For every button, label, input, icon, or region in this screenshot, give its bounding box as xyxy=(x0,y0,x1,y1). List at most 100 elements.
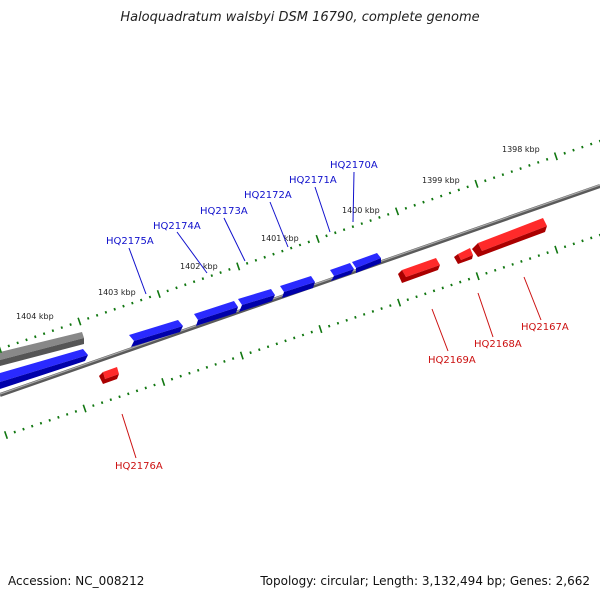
accession-text: Accession: NC_008212 xyxy=(8,574,145,588)
minor-tick xyxy=(266,345,270,349)
minor-tick xyxy=(441,286,444,290)
minor-tick xyxy=(210,274,214,278)
minor-tick xyxy=(325,234,328,238)
minor-tick xyxy=(546,251,549,255)
minor-tick xyxy=(510,170,514,174)
major-tick xyxy=(236,262,241,271)
minor-tick xyxy=(153,383,156,387)
leader-hq2168a xyxy=(477,292,494,338)
major-tick xyxy=(474,179,479,188)
forward-gene-hq2172a[interactable] xyxy=(280,276,315,298)
minor-tick xyxy=(170,377,174,381)
minor-tick xyxy=(589,142,593,146)
scale-label-1400: 1400 kbp xyxy=(342,206,380,215)
label-hq2168a: HQ2168A xyxy=(474,339,522,350)
minor-tick xyxy=(298,243,302,247)
minor-tick xyxy=(34,335,37,339)
leader-hq2176a xyxy=(121,413,137,459)
scale-label-1402: 1402 kbp xyxy=(180,262,218,271)
minor-tick xyxy=(275,342,279,346)
forward-gene-hq2174a[interactable] xyxy=(194,301,238,326)
minor-tick xyxy=(57,415,60,419)
scale-label-1404: 1404 kbp xyxy=(16,312,54,321)
leader-hq2174a xyxy=(176,231,208,274)
minor-tick xyxy=(406,298,410,302)
minor-tick xyxy=(100,401,104,405)
minor-tick xyxy=(95,313,99,317)
label-hq2173a: HQ2173A xyxy=(200,206,248,217)
minor-tick xyxy=(69,323,72,326)
minor-tick xyxy=(184,283,187,287)
minor-tick xyxy=(214,363,217,366)
label-hq2167a: HQ2167A xyxy=(521,322,569,333)
minor-tick xyxy=(254,258,258,262)
minor-tick xyxy=(450,283,453,287)
minor-tick xyxy=(272,252,275,256)
minor-tick xyxy=(528,164,531,167)
minor-tick xyxy=(201,277,205,281)
major-tick xyxy=(475,272,480,281)
scale-label-1403: 1403 kbp xyxy=(98,288,136,297)
forward-gene-hq2176-region[interactable] xyxy=(0,349,88,389)
minor-tick xyxy=(139,298,143,302)
minor-tick xyxy=(413,203,416,207)
reverse-gene-hq2176a[interactable] xyxy=(99,367,119,384)
forward-gene-hq2175a[interactable] xyxy=(129,320,183,347)
minor-tick xyxy=(493,268,497,272)
minor-tick xyxy=(281,249,284,253)
reverse-gene-hq2167a[interactable] xyxy=(472,218,547,257)
minor-tick xyxy=(127,392,130,396)
reverse-gene-hq2169a[interactable] xyxy=(398,258,440,283)
minor-tick xyxy=(536,160,540,164)
minor-tick xyxy=(179,374,182,378)
minor-tick xyxy=(39,421,43,425)
minor-tick xyxy=(92,404,95,407)
minor-tick xyxy=(205,365,209,369)
minor-tick xyxy=(293,336,296,340)
minor-tick xyxy=(545,157,549,161)
label-hq2170a: HQ2170A xyxy=(330,160,378,171)
reverse-gene-hq2168a[interactable] xyxy=(454,248,473,264)
minor-tick xyxy=(457,188,461,192)
minor-tick xyxy=(228,268,231,271)
leader-hq2172a xyxy=(269,201,289,248)
minor-tick xyxy=(369,219,372,222)
minor-tick xyxy=(380,307,383,310)
minor-tick xyxy=(485,271,488,275)
label-hq2176a: HQ2176A xyxy=(115,461,163,472)
leader-hq2173a xyxy=(223,217,246,262)
forward-gene-hq2170a[interactable] xyxy=(352,253,381,273)
minor-tick xyxy=(448,191,452,195)
minor-tick xyxy=(48,418,51,422)
scale-label-1401: 1401 kbp xyxy=(261,234,299,243)
minor-tick xyxy=(51,329,55,333)
minor-tick xyxy=(65,413,69,416)
minor-tick xyxy=(572,242,576,246)
scale-label-1399: 1399 kbp xyxy=(422,176,460,185)
major-tick xyxy=(161,378,166,387)
minor-tick xyxy=(422,200,425,204)
minor-tick xyxy=(336,321,340,325)
forward-gene-hq2171a[interactable] xyxy=(330,263,354,281)
minor-tick xyxy=(13,430,16,434)
minor-tick xyxy=(492,176,496,180)
minor-tick xyxy=(519,167,522,170)
minor-tick xyxy=(60,326,64,330)
label-hq2174a: HQ2174A xyxy=(153,221,201,232)
major-tick xyxy=(156,289,161,298)
major-tick xyxy=(82,404,87,413)
minor-tick xyxy=(563,245,567,249)
minor-tick xyxy=(466,185,469,189)
minor-tick xyxy=(263,255,266,259)
grey-feature-block xyxy=(0,332,84,366)
major-tick xyxy=(394,207,400,216)
minor-tick xyxy=(520,260,523,263)
minor-tick xyxy=(131,301,134,305)
minor-tick xyxy=(327,324,331,328)
minor-tick xyxy=(511,263,514,266)
forward-gene-hq2173a[interactable] xyxy=(238,289,275,312)
minor-tick xyxy=(86,316,90,320)
minor-tick xyxy=(118,395,121,399)
minor-tick xyxy=(334,231,337,235)
